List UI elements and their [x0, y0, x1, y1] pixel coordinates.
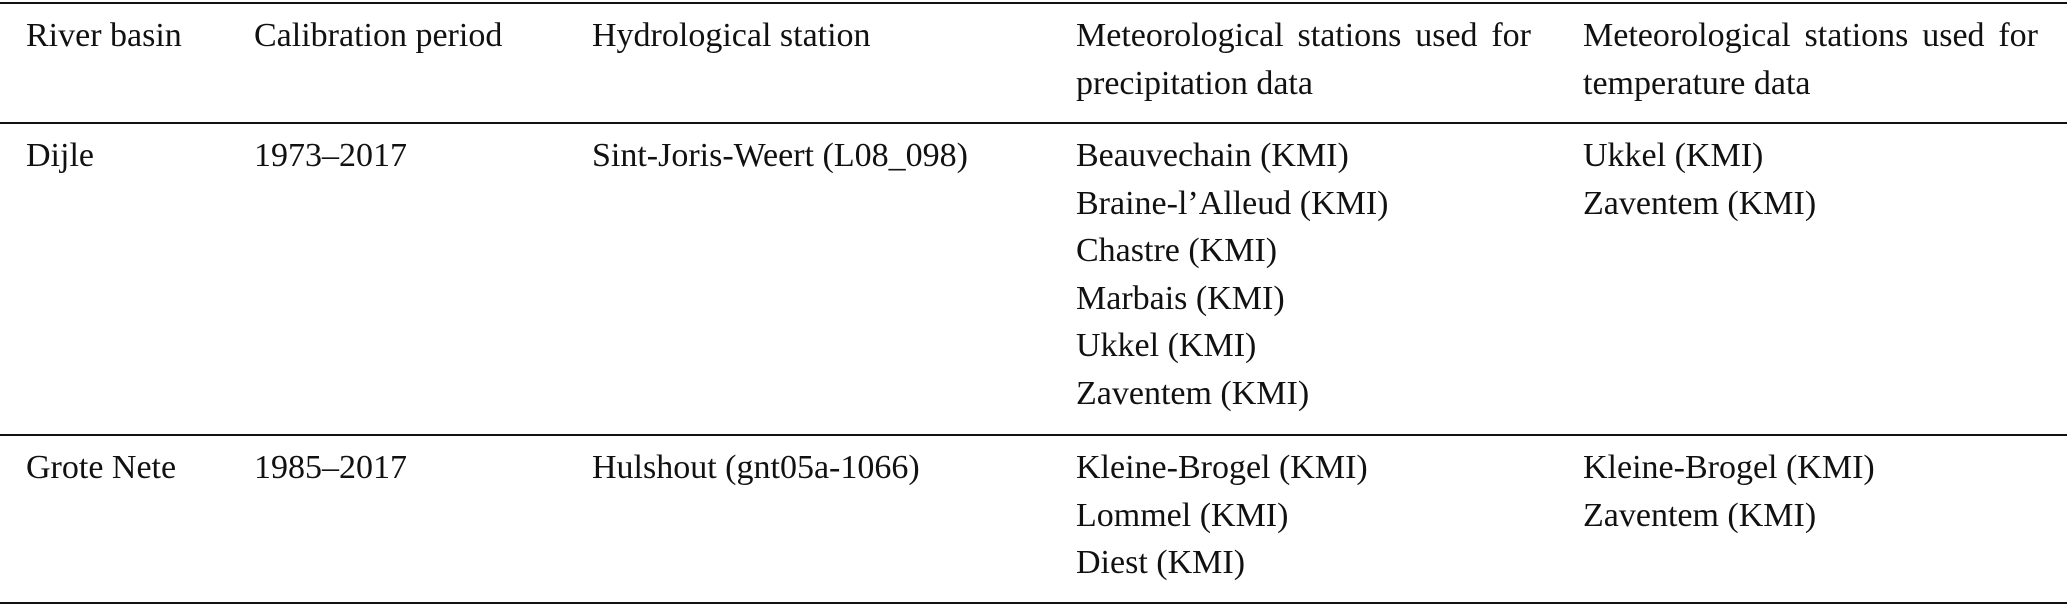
station-name: Chastre (KMI)	[1076, 232, 1278, 269]
station-name: Ukkel (KMI)	[1583, 137, 1764, 174]
cell-text: 1985–2017	[254, 449, 407, 486]
header-cell: River basin	[26, 12, 481, 60]
table-cell: Ukkel (KMI) Zaventem (KMI)	[1583, 132, 1816, 227]
station-name: Braine-l’Alleud (KMI)	[1076, 184, 1389, 222]
bottom-rule	[0, 602, 2067, 604]
station-name: Lommel (KMI)	[1076, 496, 1289, 534]
cell-text: Hulshout (gnt05a-1066)	[592, 449, 920, 486]
station-name: Ukkel (KMI)	[1076, 327, 1257, 364]
header-text: Calibration period	[254, 17, 503, 54]
cell-text: 1973–2017	[254, 137, 407, 174]
station-name: Zaventem (KMI)	[1583, 184, 1817, 222]
table-cell: Dijle	[26, 132, 94, 180]
station-name: Beauvechain (KMI)	[1076, 137, 1349, 174]
station-name: Kleine-Brogel (KMI)	[1583, 449, 1875, 486]
table-cell: 1973–2017	[254, 132, 407, 180]
cell-text: Sint-Joris-Weert (L08_098)	[592, 137, 968, 174]
table-cell: Kleine-Brogel (KMI) Lommel (KMI) Diest (KM…	[1076, 444, 1368, 587]
cell-text: Grote Nete	[26, 449, 177, 486]
table-cell: Hulshout (gnt05a-1066)	[592, 444, 920, 492]
table-cell: Grote Nete	[26, 444, 176, 492]
table-cell: 1985–2017	[254, 444, 407, 492]
station-name: Zaventem (KMI)	[1583, 496, 1817, 534]
header-text: Hydrological station	[592, 17, 871, 54]
station-name: Marbais (KMI)	[1076, 279, 1285, 317]
table-cell: Kleine-Brogel (KMI) Zaventem (KMI)	[1583, 444, 1875, 539]
station-name: Zaventem (KMI)	[1076, 374, 1310, 412]
table-cell: Sint-Joris-Weert (L08_098)	[592, 132, 968, 180]
header-cell: Calibration period	[254, 12, 709, 60]
header-cell: Hydrological station	[592, 12, 1047, 60]
top-rule	[0, 2, 2067, 4]
header-cell: Meteorological stations used for tempera…	[1583, 12, 2038, 107]
header-rule	[0, 122, 2067, 124]
header-cell: Meteorological stations used for precipi…	[1076, 12, 1531, 107]
header-text: River basin	[26, 17, 182, 54]
header-text: Meteorological stations used for precipi…	[1076, 17, 1531, 102]
station-name: Diest (KMI)	[1076, 544, 1246, 581]
cell-text: Dijle	[26, 137, 94, 174]
station-name: Kleine-Brogel (KMI)	[1076, 449, 1368, 486]
table-cell: Beauvechain (KMI) Braine-l’Alleud (KMI) Ch…	[1076, 132, 1389, 417]
row-rule	[0, 434, 2067, 436]
header-text: Meteorological stations used for tempera…	[1583, 17, 2038, 102]
